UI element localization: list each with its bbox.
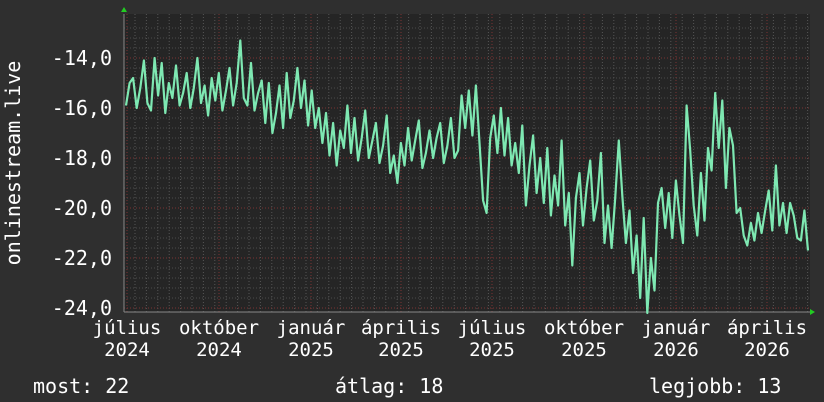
- x-tick-year-label: 2026: [653, 339, 699, 361]
- series-line: [124, 39, 810, 315]
- x-tick-month-label: április: [361, 317, 441, 339]
- x-tick-year-label: 2025: [288, 339, 334, 361]
- x-tick-month-label: január: [277, 317, 346, 339]
- x-tick-year-label: 2025: [469, 339, 515, 361]
- x-tick-year-label: 2024: [196, 339, 242, 361]
- y-tick-label: -14,0: [52, 46, 112, 70]
- y-axis-arrow: [121, 7, 127, 12]
- x-axis-arrow: [810, 309, 815, 315]
- best-value: legjobb: 13: [649, 374, 782, 398]
- x-tick-year-label: 2024: [104, 339, 150, 361]
- y-tick-label: -16,0: [52, 96, 112, 120]
- x-tick-year-label: 2025: [561, 339, 607, 361]
- y-tick-label: -22,0: [52, 246, 112, 270]
- y-tick-label: -18,0: [52, 146, 112, 170]
- x-tick-month-label: április: [727, 317, 807, 339]
- y-axis-label: onlinestream.live: [1, 61, 25, 266]
- y-tick-label: -24,0: [52, 296, 112, 320]
- y-tick-label: -20,0: [52, 196, 112, 220]
- x-tick-year-label: 2025: [378, 339, 424, 361]
- x-tick-month-label: július: [458, 317, 527, 339]
- x-tick-month-label: július: [93, 317, 162, 339]
- x-tick-month-label: október: [179, 317, 259, 339]
- x-tick-month-label: január: [642, 317, 711, 339]
- average-value: átlag: 18: [335, 374, 444, 398]
- current-value: most: 22: [33, 374, 130, 398]
- x-tick-month-label: október: [544, 317, 624, 339]
- x-tick-year-label: 2026: [744, 339, 790, 361]
